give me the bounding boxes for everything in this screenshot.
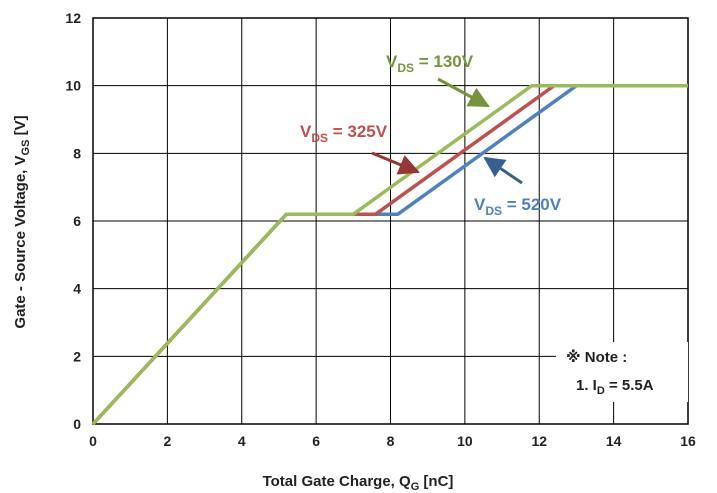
x-tick-label: 14 — [606, 433, 622, 449]
x-tick-label: 0 — [89, 433, 97, 449]
x-tick-label: 8 — [387, 433, 395, 449]
y-axis-label: Gate - Source Voltage, VGS [V] — [12, 115, 32, 328]
y-tick-label: 4 — [73, 281, 81, 297]
y-tick-label: 0 — [73, 416, 81, 432]
y-tick-label: 10 — [65, 78, 81, 94]
y-tick-label: 2 — [73, 348, 81, 364]
series-line-2 — [91, 83, 688, 426]
x-tick-label: 6 — [312, 433, 320, 449]
arrow-325v — [371, 151, 420, 175]
arrow-520v — [483, 156, 523, 185]
x-tick-label: 16 — [680, 433, 696, 449]
note-line: 1. ID = 5.5A — [576, 377, 654, 397]
x-tick-labels: 0 2 4 6 8 10 12 14 16 — [89, 433, 696, 449]
note-title: ※ Note : — [566, 348, 627, 366]
x-tick-label: 10 — [457, 433, 473, 449]
x-axis-label: Total Gate Charge, QG [nC] — [263, 473, 454, 493]
y-tick-label: 12 — [65, 10, 81, 26]
label-520v: VDS = 520V — [474, 195, 562, 218]
y-tick-label: 6 — [73, 213, 81, 229]
y-tick-label: 8 — [73, 145, 81, 161]
x-tick-label: 2 — [163, 433, 171, 449]
label-130v: VDS = 130V — [386, 52, 474, 75]
note-box — [556, 342, 688, 402]
y-tick-labels: 0 2 4 6 8 10 12 — [65, 10, 81, 432]
label-325v: VDS = 325V — [300, 122, 388, 145]
arrow-130v — [437, 77, 490, 108]
x-tick-label: 4 — [238, 433, 246, 449]
series-lines — [91, 83, 688, 426]
x-tick-label: 12 — [531, 433, 547, 449]
